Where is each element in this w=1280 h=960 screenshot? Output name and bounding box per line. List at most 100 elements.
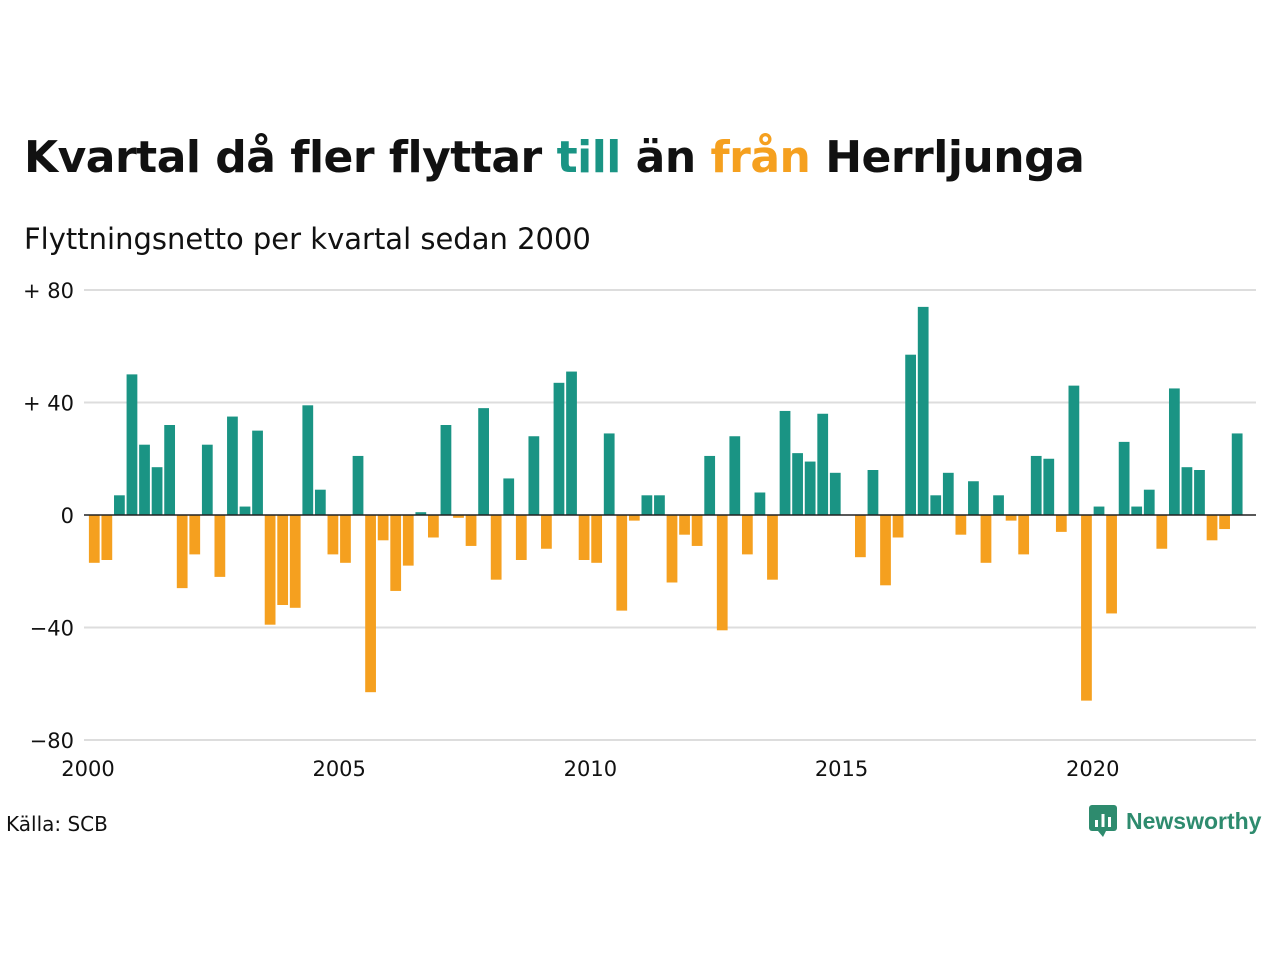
bar (1143, 489, 1155, 515)
bar (440, 425, 452, 515)
bar (415, 512, 427, 515)
title-part-3: Herrljunga (810, 132, 1085, 183)
bar (151, 467, 163, 515)
bar (1181, 467, 1193, 515)
bar (239, 506, 251, 515)
bar (302, 405, 314, 515)
bar (716, 515, 728, 631)
bar (528, 436, 540, 515)
bar (1118, 441, 1130, 516)
bar (930, 495, 942, 515)
bar (252, 430, 263, 516)
bar (88, 515, 100, 563)
bar (139, 444, 150, 515)
bar (980, 515, 992, 563)
bar (741, 515, 753, 555)
bar (1168, 388, 1180, 515)
bar (654, 495, 665, 515)
bar (628, 515, 640, 521)
bar (968, 481, 979, 515)
bar (352, 455, 364, 515)
chart-subtitle: Flyttningsnetto per kvartal sedan 2000 (24, 222, 591, 256)
x-tick-label: 2020 (1066, 757, 1119, 781)
bar (566, 371, 577, 515)
y-tick-label: 0 (61, 504, 74, 528)
bar (1131, 506, 1143, 515)
bar (767, 515, 778, 580)
y-tick-label: −40 (30, 617, 74, 641)
bar (515, 515, 527, 560)
bar (114, 495, 125, 515)
source-note: Källa: SCB (6, 812, 108, 836)
bar (917, 306, 929, 516)
axes: + 80 + 40 0 −40 −80 2000 2005 2010 2015 2020 (23, 279, 1256, 781)
bar (591, 515, 603, 563)
newsworthy-logo-icon (1089, 805, 1117, 837)
bar (1219, 515, 1230, 530)
bar (453, 515, 464, 518)
bar (829, 472, 841, 515)
bar (390, 515, 402, 591)
bar (754, 492, 766, 515)
bar (855, 515, 866, 558)
bar (227, 416, 238, 515)
y-tick-label: −80 (30, 729, 74, 753)
bar (1156, 515, 1168, 549)
bar (164, 425, 176, 515)
bar (1030, 455, 1042, 515)
bar (955, 515, 967, 535)
chart-title: Kvartal då fler flyttar till än från Her… (24, 132, 1085, 183)
bar (792, 453, 803, 516)
bar (1206, 515, 1218, 541)
bar (365, 515, 376, 693)
bar (214, 515, 226, 577)
bar (1068, 385, 1080, 516)
bar (1231, 433, 1243, 515)
brand-name: Newsworthy (1126, 807, 1262, 834)
bar (704, 455, 716, 515)
bar (1194, 470, 1205, 515)
bar (641, 495, 653, 515)
bar (880, 515, 891, 586)
bar (428, 515, 439, 538)
bar (189, 515, 201, 555)
y-tick-label: + 40 (23, 392, 74, 416)
bar (1043, 458, 1055, 515)
bar (691, 515, 703, 546)
y-tick-label: + 80 (23, 279, 74, 303)
bar (377, 515, 389, 541)
bar (1055, 515, 1067, 532)
x-tick-label: 2015 (815, 757, 868, 781)
x-tick-label: 2000 (61, 757, 114, 781)
bar (892, 515, 904, 538)
bar (402, 515, 414, 566)
bar (1005, 515, 1017, 521)
bar (101, 515, 113, 560)
bar (289, 515, 301, 608)
title-fran: från (710, 132, 811, 183)
bar (126, 374, 138, 516)
bar (905, 354, 916, 515)
gridlines (84, 289, 1256, 741)
bar (553, 382, 565, 515)
bar (993, 495, 1004, 515)
bar (340, 515, 351, 563)
bar (779, 410, 791, 515)
title-part-1: Kvartal då fler flyttar (24, 132, 557, 183)
bar (465, 515, 477, 546)
bar (1106, 515, 1117, 614)
newsworthy-brand[interactable]: Newsworthy (1088, 804, 1261, 838)
x-tick-label: 2005 (312, 757, 365, 781)
bar (541, 515, 552, 549)
title-part-2: än (620, 132, 711, 183)
bar (1018, 515, 1030, 555)
bar (616, 515, 628, 611)
bar (804, 461, 816, 515)
bar (666, 515, 678, 583)
bar (1093, 506, 1105, 515)
bar (201, 444, 213, 515)
bar (314, 489, 326, 515)
bar (867, 470, 879, 515)
bar (729, 436, 741, 515)
